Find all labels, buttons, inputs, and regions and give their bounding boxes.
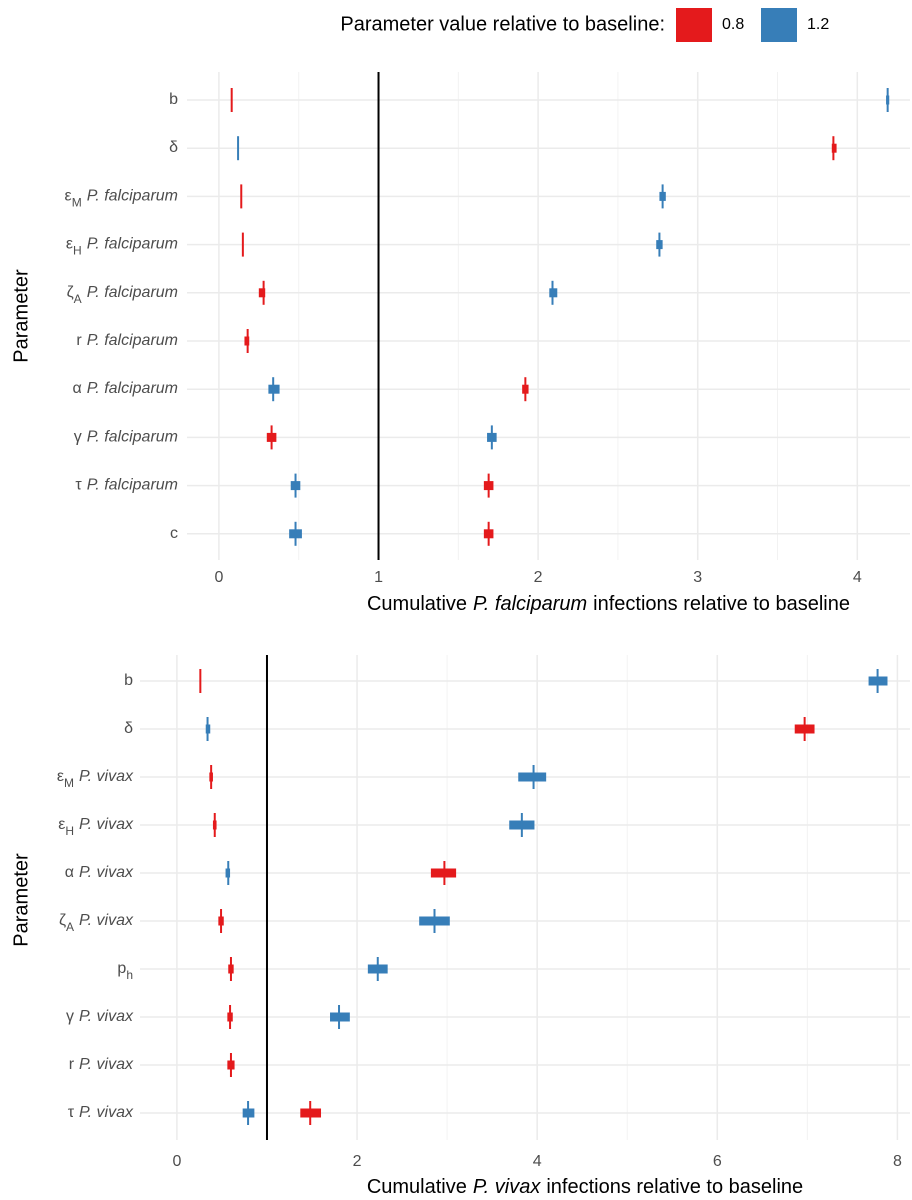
legend-label: 0.8	[722, 16, 744, 33]
subscript: A	[74, 292, 82, 306]
x-title-part: infections relative to baseline	[546, 1176, 803, 1198]
x-axis-title: Cumulative P. vivax infections relative to…	[367, 1176, 803, 1198]
species: P. vivax	[79, 816, 134, 833]
symbol: ζ	[59, 912, 66, 929]
x-tick-label: 0	[214, 569, 223, 586]
y-tick-label: γ P. vivax	[66, 1008, 134, 1025]
species: P. falciparum	[87, 429, 178, 446]
species: P. vivax	[79, 864, 134, 881]
subscript: H	[65, 824, 74, 838]
y-tick-label: b	[169, 91, 178, 108]
y-tick-label: ζA P. falciparum	[67, 284, 178, 306]
x-axis-title: Cumulative P. falciparum infections relati…	[367, 593, 850, 615]
x-title-italic: P. vivax	[473, 1176, 541, 1198]
species: P. vivax	[79, 1056, 134, 1073]
legend-title: Parameter value relative to baseline:	[340, 13, 665, 35]
x-tick-label: 1	[374, 569, 383, 586]
symbol: ε	[57, 768, 64, 785]
y-tick-label: δ	[124, 720, 133, 737]
interval-box	[518, 772, 547, 782]
species: P. vivax	[79, 912, 134, 929]
y-tick-label: ph	[117, 960, 133, 982]
symbol: γ	[74, 429, 82, 446]
x-title-part: Cumulative	[367, 1176, 467, 1198]
species: P. falciparum	[87, 188, 178, 205]
symbol: α	[65, 864, 74, 881]
subscript: M	[72, 196, 82, 210]
symbol: δ	[124, 720, 133, 737]
x-tick-label: 2	[353, 1153, 362, 1170]
y-axis-title: Parameter	[10, 269, 32, 363]
legend-swatch	[676, 8, 712, 42]
symbol: τ	[68, 1104, 75, 1121]
symbol: γ	[66, 1008, 74, 1025]
y-tick-label: εM P. falciparum	[65, 188, 178, 210]
symbol: α	[72, 380, 81, 397]
y-tick-label: εH P. falciparum	[66, 236, 178, 258]
species: P. vivax	[79, 1008, 134, 1025]
x-tick-label: 6	[713, 1153, 722, 1170]
x-title-italic: P. falciparum	[473, 593, 587, 615]
symbol: ε	[66, 236, 73, 253]
y-tick-label: α P. vivax	[65, 864, 134, 881]
symbol: ζ	[67, 284, 74, 301]
x-tick-label: 8	[893, 1153, 902, 1170]
symbol: b	[169, 91, 178, 108]
y-tick-label: α P. falciparum	[72, 380, 178, 397]
y-tick-label: r P. vivax	[69, 1056, 134, 1073]
species: P. falciparum	[87, 477, 178, 494]
y-tick-label: b	[124, 672, 133, 689]
y-axis-title: Parameter	[10, 853, 32, 947]
y-tick-label: c	[170, 525, 178, 542]
y-tick-label: εH P. vivax	[58, 816, 134, 838]
symbol: δ	[169, 139, 178, 156]
x-tick-label: 3	[693, 569, 702, 586]
x-tick-label: 4	[533, 1153, 542, 1170]
symbol: c	[170, 525, 178, 542]
species: P. falciparum	[87, 236, 178, 253]
y-tick-label: ζA P. vivax	[59, 912, 134, 934]
symbol: ε	[58, 816, 65, 833]
symbol: r	[76, 332, 82, 349]
y-tick-label: τ P. vivax	[68, 1104, 134, 1121]
species: P. vivax	[79, 768, 134, 785]
species: P. falciparum	[87, 380, 178, 397]
x-title-part: infections relative to baseline	[593, 593, 850, 615]
x-tick-label: 2	[534, 569, 543, 586]
y-tick-label: γ P. falciparum	[74, 429, 178, 446]
subscript: A	[66, 920, 74, 934]
y-tick-label: δ	[169, 139, 178, 156]
interval-box	[258, 288, 266, 298]
species: P. falciparum	[87, 332, 178, 349]
y-tick-label: εM P. vivax	[57, 768, 134, 790]
subscript: M	[64, 776, 74, 790]
symbol: p	[117, 960, 126, 977]
species: P. falciparum	[87, 284, 178, 301]
y-tick-label: τ P. falciparum	[75, 477, 178, 494]
subscript: H	[73, 244, 82, 258]
symbol: τ	[75, 477, 82, 494]
legend-swatch	[761, 8, 797, 42]
symbol: ε	[65, 188, 72, 205]
subscript: h	[126, 968, 133, 982]
x-tick-label: 4	[853, 569, 862, 586]
x-title-part: Cumulative	[367, 593, 467, 615]
symbol: r	[69, 1056, 75, 1073]
species: P. vivax	[79, 1104, 134, 1121]
x-tick-label: 0	[172, 1153, 181, 1170]
legend-label: 1.2	[807, 16, 829, 33]
y-tick-label: r P. falciparum	[76, 332, 178, 349]
symbol: b	[124, 672, 133, 689]
